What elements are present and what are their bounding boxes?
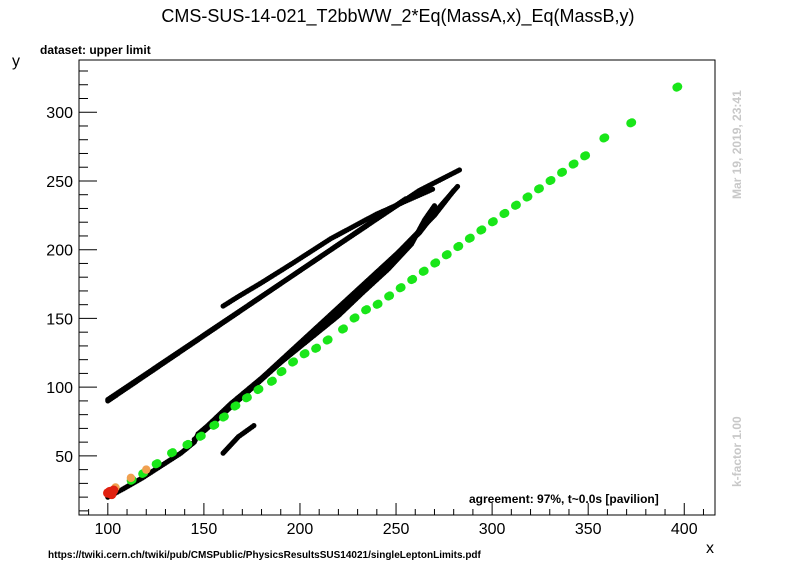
green-point <box>362 305 372 314</box>
green-point <box>324 335 333 344</box>
y-tick-label: 100 <box>46 380 73 397</box>
green-point <box>500 208 510 218</box>
green-point <box>153 459 162 468</box>
x-tick-label: 300 <box>479 521 506 538</box>
green-point <box>168 448 177 457</box>
x-tick-label: 150 <box>191 521 218 538</box>
y-tick-label: 300 <box>46 105 73 122</box>
timestamp-label: Mar 19, 2019, 23:41 <box>730 90 744 199</box>
green-point <box>600 133 610 142</box>
green-point <box>570 159 579 168</box>
green-point <box>197 431 206 441</box>
orange-point <box>126 473 136 483</box>
kfactor-label: k-factor 1.00 <box>730 416 744 487</box>
dataset-label: dataset: upper limit <box>40 43 151 57</box>
green-point <box>210 420 220 430</box>
green-point <box>431 258 441 267</box>
green-point <box>454 241 464 251</box>
green-point <box>374 299 383 309</box>
green-point <box>558 167 568 177</box>
y-tick-label: 250 <box>46 174 73 191</box>
green-point <box>385 291 395 300</box>
x-tick-label: 250 <box>383 521 410 538</box>
green-point <box>408 274 418 284</box>
x-tick-label: 100 <box>94 521 121 538</box>
y-tick-label: 50 <box>55 449 73 466</box>
green-point <box>443 250 452 259</box>
green-point <box>547 175 556 185</box>
excluded-point <box>454 183 461 190</box>
green-point <box>231 401 241 410</box>
excluded-point <box>251 423 257 429</box>
green-point <box>312 343 322 353</box>
x-tick-label: 350 <box>575 521 602 538</box>
y-tick-label: 150 <box>46 311 73 328</box>
green-point <box>220 412 229 421</box>
green-point <box>420 266 429 276</box>
red-point <box>103 488 113 498</box>
excluded-point <box>451 187 457 194</box>
y-axis-label: y <box>12 53 20 70</box>
agreement-label: agreement: 97%, t~0.0s [pavilion] <box>469 492 659 506</box>
green-point <box>183 439 193 449</box>
green-point <box>339 324 348 333</box>
green-point <box>524 192 533 201</box>
y-tick-label: 200 <box>46 243 73 260</box>
excluded-point <box>456 167 463 173</box>
green-point <box>477 225 487 234</box>
green-point <box>581 151 591 160</box>
green-point <box>278 367 287 376</box>
x-tick-label: 200 <box>287 521 314 538</box>
green-point <box>512 200 521 210</box>
data-points <box>103 82 683 500</box>
excluded-point <box>431 203 438 209</box>
green-point <box>397 283 406 292</box>
axis-ticks: 100 150 200 250 300 350 400 50 100 150 200 250 300 <box>46 70 704 538</box>
green-point <box>301 349 310 358</box>
excluded-point <box>220 303 226 309</box>
x-axis-label: x <box>706 540 714 557</box>
green-point <box>673 82 683 91</box>
green-point <box>627 118 637 127</box>
green-point <box>535 184 544 193</box>
x-tick-label: 400 <box>671 521 698 538</box>
green-point <box>243 393 252 402</box>
green-point <box>489 217 498 226</box>
green-point <box>466 233 475 243</box>
green-point <box>289 357 299 366</box>
source-url: https://twiki.cern.ch/twiki/pub/CMSPubli… <box>48 550 482 561</box>
orange-point <box>142 465 151 474</box>
green-point <box>268 376 277 386</box>
chart-title: CMS-SUS-14-021_T2bbWW_2*Eq(MassA,x)_Eq(M… <box>161 6 634 27</box>
green-point <box>351 313 360 322</box>
green-point <box>255 384 264 394</box>
